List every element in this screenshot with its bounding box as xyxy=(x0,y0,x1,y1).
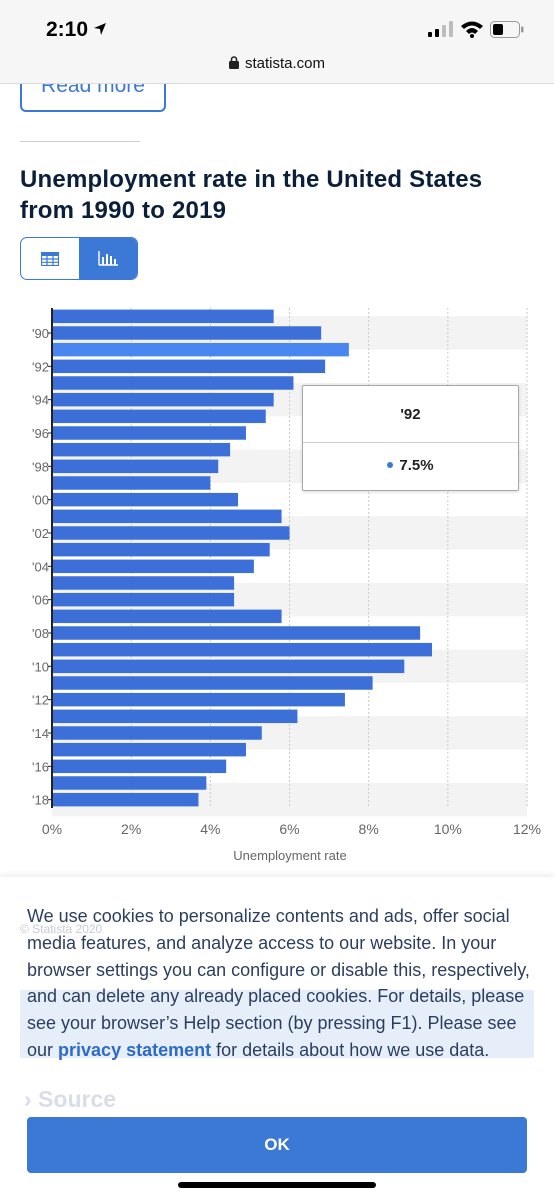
background-info-box xyxy=(20,990,534,1058)
bar-96 xyxy=(52,426,246,440)
y-tick-label: '08 xyxy=(32,626,49,641)
bar-03 xyxy=(52,542,270,557)
bar-99 xyxy=(52,476,211,490)
x-tick-label: 4% xyxy=(200,821,220,837)
tooltip-label: '92 xyxy=(303,386,518,443)
bar-02 xyxy=(52,526,290,540)
wifi-icon xyxy=(461,21,483,38)
bar-00 xyxy=(52,492,239,507)
x-tick-label: 12% xyxy=(513,821,541,837)
y-tick-label: '00 xyxy=(32,493,49,508)
bar-01 xyxy=(52,509,282,524)
battery-icon xyxy=(490,21,524,38)
section-divider xyxy=(20,141,140,142)
bar-04 xyxy=(52,559,254,574)
y-tick-label: '14 xyxy=(32,726,49,741)
bar-chart-icon xyxy=(98,251,118,266)
table-icon xyxy=(41,251,59,266)
bar-91 xyxy=(52,342,349,357)
x-axis-label: Unemployment rate xyxy=(233,848,346,863)
url-text: statista.com xyxy=(244,55,326,72)
bar-89 xyxy=(52,309,274,324)
y-tick-label: '06 xyxy=(32,593,49,608)
y-tick-label: '92 xyxy=(32,359,49,374)
signal-icon xyxy=(428,21,453,37)
y-tick-label: '16 xyxy=(32,759,49,774)
bar-12 xyxy=(52,692,345,707)
y-tick-label: '04 xyxy=(32,559,49,574)
bar-18 xyxy=(52,792,199,807)
bar-13 xyxy=(52,709,298,724)
source-toggle[interactable]: › Source xyxy=(24,1086,117,1112)
bar-07 xyxy=(52,609,282,624)
y-tick-label: '18 xyxy=(32,793,49,808)
privacy-statement-link[interactable]: privacy statement xyxy=(58,1039,212,1060)
chart-title: Unemployment rate in the United States f… xyxy=(20,166,483,224)
y-tick-label: '10 xyxy=(32,659,49,674)
bar-93 xyxy=(52,376,294,390)
chart-tooltip: '92 7.5% xyxy=(302,385,519,491)
bar-08 xyxy=(52,626,421,640)
chart-view-button[interactable] xyxy=(79,238,137,279)
status-bar: 2:10 statista.com xyxy=(0,0,554,84)
bar-11 xyxy=(52,676,373,690)
address-bar[interactable]: statista.com xyxy=(0,55,554,72)
cookie-message: We use cookies to personalize contents a… xyxy=(27,903,532,1064)
x-tick-label: 10% xyxy=(434,821,462,837)
bar-17 xyxy=(52,776,207,790)
cookie-text-main: We use cookies to personalize contents a… xyxy=(27,906,530,1060)
x-tick-label: 6% xyxy=(279,821,299,837)
bar-94 xyxy=(52,392,274,407)
unemployment-bar-chart[interactable]: '90 '92 '94 '96 '98 '00 '02 '04 '06 '08 '10 '12 '14 '… xyxy=(0,296,554,876)
bar-92 xyxy=(52,359,326,374)
x-tick-label: 8% xyxy=(359,821,379,837)
home-indicator[interactable] xyxy=(178,1182,376,1188)
x-tick-label: 0% xyxy=(42,821,62,837)
x-tick-label: 2% xyxy=(121,821,141,837)
bar-16 xyxy=(52,759,227,774)
copyright-text: © Statista 2020 xyxy=(20,922,103,936)
source-label: Source xyxy=(38,1086,117,1112)
y-tick-label: '90 xyxy=(32,326,49,341)
bar-98 xyxy=(52,459,219,474)
y-tick-label: '94 xyxy=(32,393,49,408)
bar-10 xyxy=(52,659,405,674)
location-arrow-icon xyxy=(94,23,106,35)
y-tick-label: '96 xyxy=(32,426,49,441)
cookie-ok-button[interactable]: OK xyxy=(27,1117,527,1173)
view-toggle xyxy=(20,237,138,280)
series-dot-icon xyxy=(387,462,394,468)
bar-14 xyxy=(52,726,262,740)
bar-15 xyxy=(52,742,246,757)
bar-97 xyxy=(52,442,231,457)
lock-icon xyxy=(228,56,239,69)
bar-95 xyxy=(52,409,266,424)
tooltip-value-row: 7.5% xyxy=(303,443,518,489)
bar-06 xyxy=(52,592,235,607)
bar-05 xyxy=(52,576,235,590)
cookie-text-end: for details about how we use data. xyxy=(211,1039,490,1060)
y-tick-label: '98 xyxy=(32,459,49,474)
table-view-button[interactable] xyxy=(21,238,79,279)
y-tick-label: '02 xyxy=(32,526,49,541)
y-tick-label: '12 xyxy=(32,693,49,708)
tooltip-value: 7.5% xyxy=(399,457,434,474)
bar-09 xyxy=(52,642,432,657)
bar-90 xyxy=(52,326,322,340)
read-more-button[interactable]: Read more xyxy=(20,84,166,112)
status-time: 2:10 xyxy=(46,18,89,41)
